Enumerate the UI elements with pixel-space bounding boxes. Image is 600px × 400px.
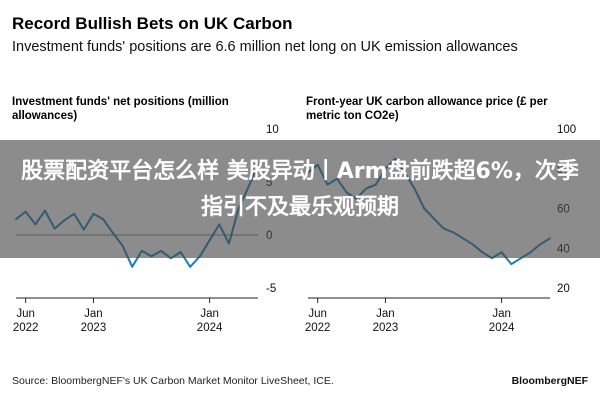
data-point bbox=[131, 265, 134, 268]
x-tick-label: Jan 2023 bbox=[81, 308, 107, 334]
x-tick-label-year: 2023 bbox=[81, 322, 107, 334]
x-tick-label-month: Jan bbox=[200, 308, 219, 320]
x-tick-label: Jan 2024 bbox=[197, 308, 223, 334]
x-tick-label-year: 2024 bbox=[489, 322, 515, 334]
brand-logo: BloombergNEF bbox=[511, 375, 588, 387]
data-point bbox=[510, 263, 513, 265]
headline-overlay-banner: 股票配资平台怎么样 美股异动丨Arm盘前跌超6%，次季指引不及最乐观预期 bbox=[0, 140, 600, 258]
x-tick-label: Jan 2023 bbox=[373, 308, 399, 334]
y-tick-label: 10 bbox=[266, 124, 279, 136]
x-tick-label-year: 2022 bbox=[13, 322, 39, 334]
y-tick-label: 20 bbox=[557, 283, 570, 295]
x-tick-label-year: 2023 bbox=[373, 322, 399, 334]
data-point bbox=[189, 265, 192, 268]
x-tick-label-month: Jan bbox=[492, 308, 511, 320]
x-tick-label: Jun 2022 bbox=[305, 308, 331, 334]
x-tick-label: Jan 2024 bbox=[489, 308, 515, 334]
x-tick-label-month: Jan bbox=[84, 308, 103, 320]
x-tick-label-month: Jan bbox=[376, 308, 395, 320]
chart-title: Record Bullish Bets on UK Carbon bbox=[12, 14, 293, 33]
panel-1-title: Investment funds' net positions (million… bbox=[12, 96, 229, 122]
y-tick-label: 100 bbox=[557, 124, 576, 136]
x-tick-label-year: 2022 bbox=[305, 322, 331, 334]
x-tick-label-month: Jun bbox=[308, 308, 327, 320]
y-tick-label: -5 bbox=[266, 283, 276, 295]
x-tick-label-year: 2024 bbox=[197, 322, 223, 334]
source-note: Source: BloombergNEF's UK Carbon Market … bbox=[12, 375, 334, 387]
overlay-headline: 股票配资平台怎么样 美股异动丨Arm盘前跌超6%，次季指引不及最乐观预期 bbox=[21, 159, 579, 220]
x-tick-label: Jun 2022 bbox=[13, 308, 39, 334]
panel-2-title: Front-year UK carbon allowance price (£ … bbox=[306, 96, 548, 122]
chart-subtitle: Investment funds' positions are 6.6 mill… bbox=[12, 39, 518, 55]
x-tick-label-month: Jun bbox=[16, 308, 35, 320]
